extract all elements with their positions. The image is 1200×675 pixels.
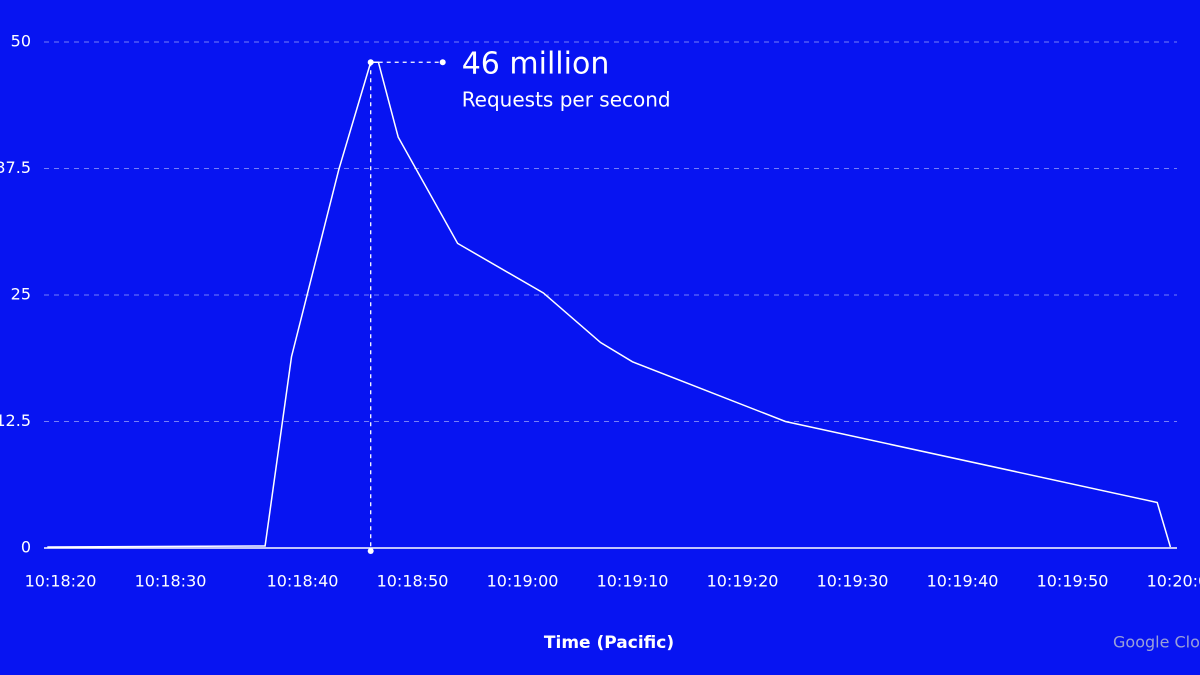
y-tick-label: 25 [11, 285, 31, 304]
peak-base-dot [367, 548, 374, 554]
y-tick-label: 50 [11, 32, 31, 51]
x-tick-label: 10:19:00 [487, 572, 559, 591]
annotation-subtitle: Requests per second [462, 88, 671, 112]
y-tick-label: 12.5 [0, 411, 31, 430]
x-tick-label: 10:19:10 [597, 572, 669, 591]
x-tick-label: 10:20:00 [1147, 572, 1200, 591]
y-tick-label: 37.5 [0, 158, 31, 177]
leader-dot [439, 59, 446, 66]
x-tick-label: 10:18:30 [135, 572, 207, 591]
watermark: Google Cloud [1113, 633, 1200, 652]
y-tick-label: 0 [21, 538, 31, 557]
peak-dot [367, 59, 374, 66]
x-tick-label: 10:18:40 [267, 572, 339, 591]
x-tick-label: 10:18:20 [25, 572, 97, 591]
x-axis-title: Time (Pacific) [544, 633, 674, 653]
x-tick-label: 10:19:40 [927, 572, 999, 591]
x-tick-label: 10:19:20 [707, 572, 779, 591]
x-tick-label: 10:19:30 [817, 572, 889, 591]
x-tick-label: 10:18:50 [377, 572, 449, 591]
x-tick-label: 10:19:50 [1037, 572, 1109, 591]
line [47, 61, 1172, 548]
annotation: 46 million [462, 47, 610, 82]
